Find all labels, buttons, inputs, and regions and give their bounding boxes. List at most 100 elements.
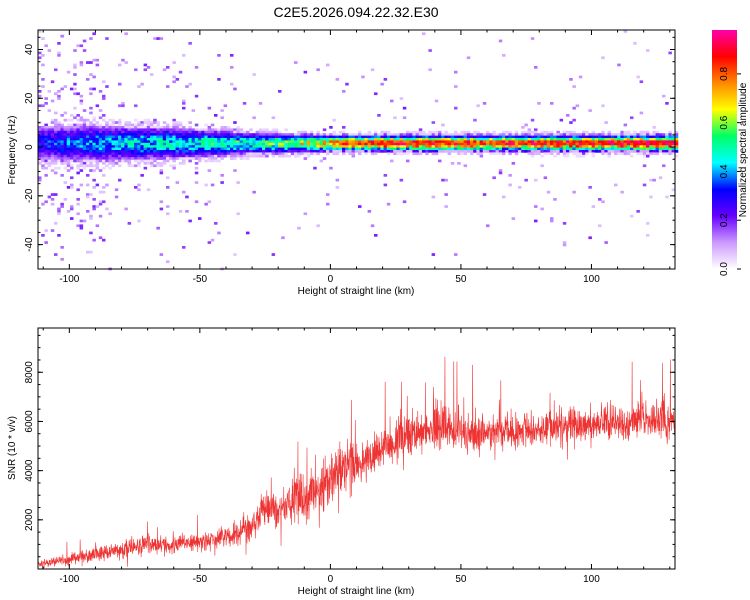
heatmap-cell: [559, 118, 564, 122]
heatmap-cell: [82, 123, 87, 127]
snr-y-label: SNR (10 * v/v): [7, 416, 18, 480]
heatmap-cell: [191, 154, 196, 158]
heatmap-cell: [626, 150, 631, 153]
heatmap-cell: [566, 147, 570, 151]
heatmap-cell: [86, 145, 90, 148]
heatmap-cell: [82, 49, 87, 52]
heatmap-cell: [252, 133, 256, 136]
heatmap-cell: [194, 145, 199, 148]
heatmap-cell: [41, 152, 45, 156]
heatmap-cell: [620, 133, 624, 136]
heatmap-cell: [476, 142, 480, 146]
heatmap-cell: [530, 150, 535, 153]
heatmap-cell: [655, 142, 660, 146]
heatmap-cell: [44, 229, 48, 232]
heatmap-cell: [306, 154, 311, 158]
heatmap-cell: [79, 135, 84, 139]
heatmap-cell: [326, 193, 330, 196]
heatmap-cell: [486, 150, 490, 153]
colorbar-tick-label: 0.8: [719, 67, 730, 81]
heatmap-cell: [130, 133, 135, 136]
heatmap-cell: [102, 159, 106, 163]
heatmap-cell: [425, 135, 429, 139]
heatmap-cell: [105, 138, 109, 141]
heatmap-cell: [169, 135, 173, 139]
heatmap-cell: [668, 145, 672, 148]
heatmap-cell: [204, 154, 208, 158]
heatmap-cell: [194, 135, 199, 139]
heatmap-cell: [364, 135, 368, 139]
heatmap-cell: [140, 126, 144, 129]
heatmap-cell: [294, 135, 298, 139]
heatmap-cell: [175, 147, 180, 151]
heatmap-cell: [54, 162, 58, 165]
heatmap-cell: [95, 154, 100, 158]
heatmap-cell: [310, 135, 314, 139]
heatmap-cell: [137, 162, 141, 165]
heatmap-cell: [313, 135, 317, 139]
heatmap-cell: [594, 135, 599, 139]
heatmap-cell: [47, 140, 52, 144]
heatmap-cell: [137, 145, 141, 148]
heatmap-cell: [47, 90, 52, 93]
heatmap-cell: [246, 135, 250, 139]
heatmap-cell: [60, 258, 64, 261]
heatmap-cell: [220, 174, 224, 177]
heatmap-cell: [418, 142, 423, 146]
heatmap-cell: [594, 145, 599, 148]
heatmap-cell: [41, 157, 45, 160]
heatmap-cell: [92, 164, 96, 168]
heatmap-cell: [370, 68, 375, 72]
heatmap-cell: [217, 54, 221, 57]
heatmap-cell: [134, 123, 138, 127]
heatmap-cell: [639, 152, 644, 156]
heatmap-cell: [569, 140, 573, 144]
heatmap-cell: [620, 140, 624, 144]
heatmap-cell: [60, 205, 64, 208]
heatmap-cell: [239, 142, 244, 146]
heatmap-cell: [95, 157, 100, 160]
heatmap-cell: [172, 80, 176, 84]
heatmap-cell: [95, 126, 100, 129]
heatmap-cell: [383, 135, 388, 139]
heatmap-cell: [226, 145, 231, 148]
heatmap-cell: [402, 145, 407, 148]
heatmap-cell: [303, 145, 308, 148]
heatmap-cell: [102, 130, 106, 134]
heatmap-cell: [582, 145, 586, 148]
heatmap-cell: [210, 238, 215, 242]
heatmap-cell: [380, 150, 384, 153]
heatmap-cell: [150, 138, 154, 141]
heatmap-cell: [98, 140, 103, 144]
heatmap-cell: [591, 154, 596, 158]
heatmap-cell: [242, 157, 247, 160]
heatmap-cell: [572, 140, 576, 144]
heatmap-cell: [566, 140, 570, 144]
heatmap-cell: [614, 138, 618, 141]
heatmap-cell: [89, 133, 93, 136]
heatmap-cell: [153, 147, 157, 151]
heatmap-cell: [473, 135, 477, 139]
heatmap-cell: [620, 150, 624, 153]
heatmap-cell: [140, 82, 144, 86]
heatmap-cell: [86, 130, 90, 134]
heatmap-cell: [601, 104, 605, 108]
heatmap-cell: [140, 154, 144, 158]
heatmap-cell: [370, 133, 375, 136]
heatmap-cell: [86, 157, 90, 160]
y-tick-label: 0: [24, 144, 35, 150]
heatmap-cell: [92, 116, 96, 120]
heatmap-cell: [316, 145, 320, 148]
heatmap-cell: [393, 142, 397, 146]
heatmap-cell: [134, 152, 138, 156]
heatmap-cell: [508, 138, 512, 141]
heatmap-cell: [201, 152, 205, 156]
heatmap-cell: [281, 142, 285, 146]
heatmap-cell: [393, 116, 397, 120]
heatmap-cell: [54, 222, 58, 225]
heatmap-cell: [508, 145, 512, 148]
heatmap-cell: [159, 145, 164, 148]
heatmap-cell: [601, 142, 605, 146]
heatmap-cell: [140, 140, 144, 144]
heatmap-cell: [60, 138, 64, 141]
